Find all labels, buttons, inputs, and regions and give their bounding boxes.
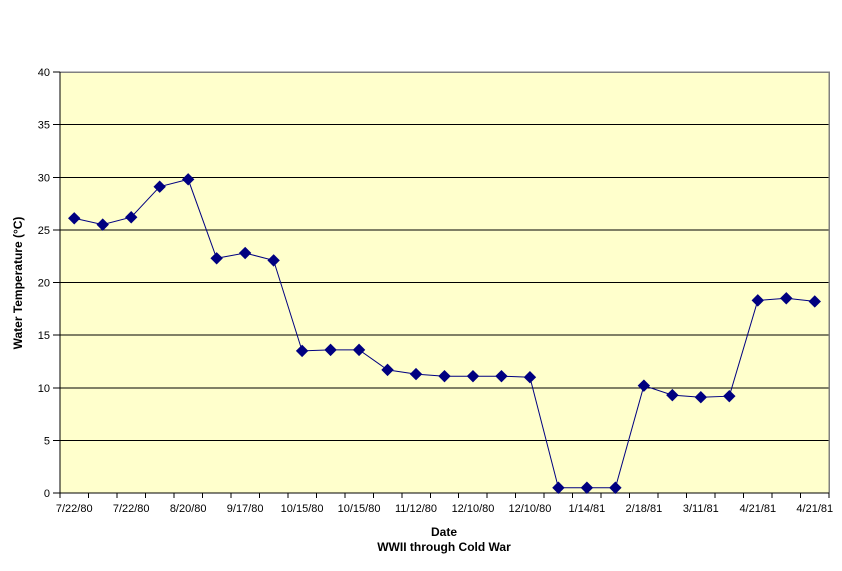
data-point-marker — [523, 371, 537, 384]
data-point-marker — [238, 246, 252, 260]
x-tick-label: 4/21/81 — [739, 503, 776, 515]
x-tick-label: 9/17/80 — [227, 503, 264, 515]
y-tick-label: 5 — [44, 435, 50, 447]
y-tick-label: 0 — [44, 488, 50, 500]
x-tick-label: 10/15/80 — [281, 503, 324, 515]
x-tick-label: 4/21/81 — [796, 503, 833, 515]
plot-layer: 0 5 10 15 20 25 30 35 40 7/22/80 7/22/80 8/20/80 9/1… — [38, 67, 833, 515]
x-axis-subtitle: WWII through Cold War — [377, 540, 511, 554]
x-tick-label: 1/14/81 — [569, 503, 606, 515]
x-tick-label: 2/18/81 — [626, 503, 663, 515]
data-point-marker — [723, 389, 736, 403]
y-tick-label: 35 — [38, 120, 50, 132]
y-tick-label: 15 — [38, 330, 50, 342]
x-tick-label: 11/12/80 — [395, 503, 437, 515]
y-tick-label: 25 — [38, 225, 50, 237]
y-tick-label: 10 — [38, 383, 50, 395]
x-tick-label: 10/15/80 — [338, 503, 381, 515]
y-tick-label: 20 — [38, 278, 50, 290]
x-tick-label: 7/22/80 — [113, 503, 150, 515]
data-point-marker — [808, 295, 821, 308]
y-tick-label: 40 — [38, 67, 50, 79]
x-axis-title: Date — [431, 525, 457, 539]
data-point-marker — [181, 173, 195, 186]
x-tick-label: 7/22/80 — [56, 503, 93, 515]
data-point-marker — [210, 252, 223, 265]
x-tick-label: 8/20/80 — [170, 503, 207, 515]
data-point-marker — [666, 388, 679, 402]
data-point-marker — [153, 180, 166, 193]
data-point-marker — [751, 294, 765, 307]
data-point-marker — [295, 344, 309, 358]
x-tick-label: 3/11/81 — [683, 503, 719, 515]
data-point-marker — [780, 292, 793, 305]
data-point-marker — [267, 254, 280, 267]
data-point-marker — [68, 212, 81, 225]
data-point-marker — [466, 369, 480, 383]
data-point-marker — [381, 363, 394, 377]
data-point-marker — [409, 367, 423, 381]
y-axis-title: Water Temperature (°C) — [11, 217, 25, 350]
data-point-marker — [495, 369, 508, 383]
data-point-marker — [438, 369, 451, 383]
data-point-marker — [124, 211, 138, 224]
x-tick-label: 12/10/80 — [509, 503, 552, 515]
data-point-marker — [694, 391, 708, 404]
data-point-marker — [552, 481, 565, 494]
data-point-marker — [352, 343, 366, 357]
y-tick-label: 30 — [38, 172, 50, 184]
data-point-marker — [96, 218, 109, 231]
data-point-marker — [324, 343, 337, 357]
data-point-marker — [580, 481, 594, 494]
x-tick-label: 12/10/80 — [452, 503, 495, 515]
data-point-marker — [609, 481, 622, 494]
data-point-marker — [637, 379, 651, 392]
